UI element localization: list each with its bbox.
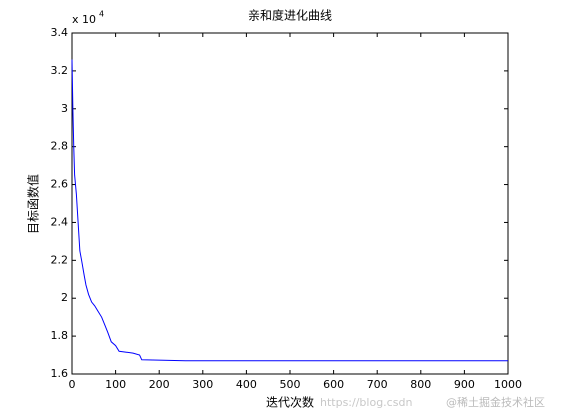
x-tick-label: 400: [236, 378, 257, 391]
chart-title: 亲和度进化曲线: [248, 8, 332, 23]
x-tick-label: 700: [367, 378, 388, 391]
watermark: https://blog.csdn: [320, 396, 412, 409]
watermark: @稀土掘金技术社区: [446, 395, 545, 409]
x-tick-label: 300: [192, 378, 213, 391]
y-tick-label: 3.4: [51, 26, 69, 39]
y-tick-label: 2: [61, 291, 68, 304]
y-tick-label: 1.8: [51, 329, 69, 342]
x-tick-label: 600: [323, 378, 344, 391]
y-tick-label: 2.6: [51, 178, 69, 191]
x-tick-label: 900: [454, 378, 475, 391]
y-multiplier-exponent: 4: [99, 10, 104, 19]
y-tick-label: 2.8: [51, 140, 69, 153]
x-tick-label: 0: [69, 378, 76, 391]
y-tick-label: 2.4: [51, 215, 69, 228]
x-tick-label: 800: [410, 378, 431, 391]
x-axis-label: 迭代次数: [266, 395, 314, 410]
plot-area: [71, 32, 509, 375]
x-tick-label: 500: [280, 378, 301, 391]
y-axis-label: 目标函数值: [26, 174, 41, 234]
y-tick-label: 2.2: [51, 253, 69, 266]
x-tick-label: 1000: [494, 378, 522, 391]
y-multiplier: x 10: [72, 13, 96, 26]
line: [71, 59, 508, 362]
x-tick-label: 100: [105, 378, 126, 391]
y-tick-label: 3: [61, 102, 68, 115]
y-tick-label: 1.6: [51, 367, 69, 380]
y-tick-label: 3.2: [51, 64, 69, 77]
x-tick-label: 200: [149, 378, 170, 391]
